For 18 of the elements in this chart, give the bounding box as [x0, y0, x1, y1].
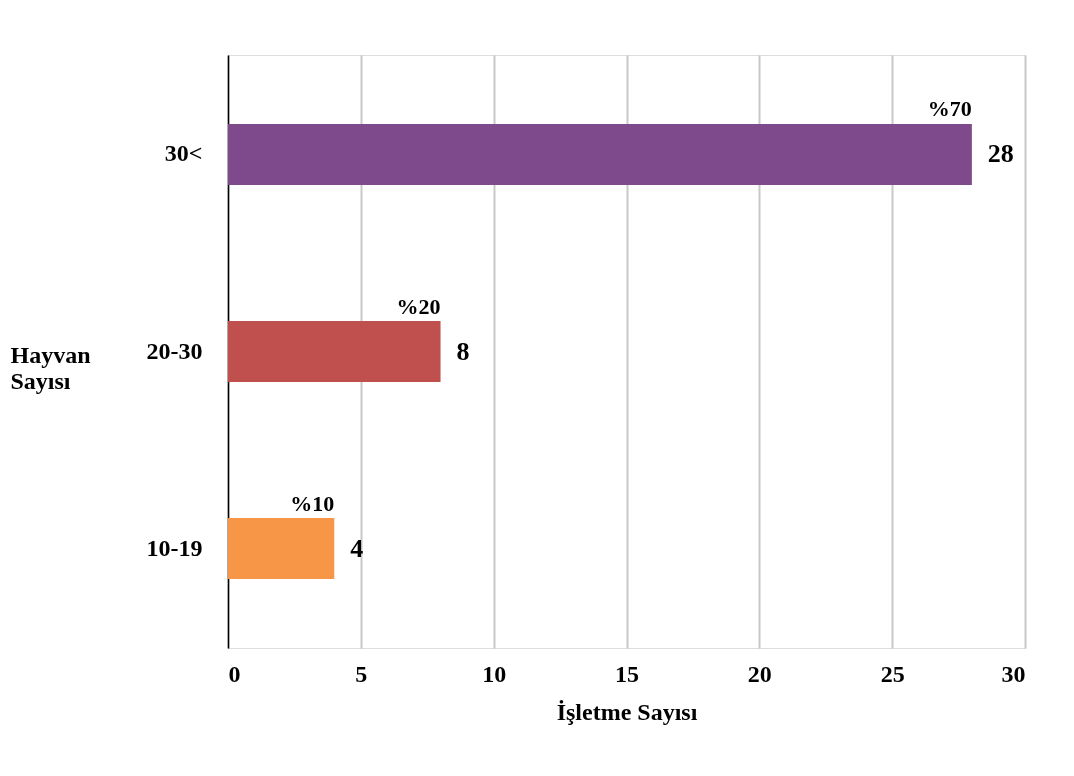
y-tick-label: 20-30 [146, 337, 203, 364]
y-axis-title: Hayvan Sayısı [10, 341, 91, 394]
x-tick-label: 10 [482, 660, 507, 687]
x-axis-title: İşletme Sayısı [556, 698, 698, 725]
data-label: 4 [350, 533, 364, 563]
y-tick-label: 10-19 [146, 534, 203, 561]
y-tick-label: 30< [164, 140, 203, 167]
data-label: 8 [456, 336, 470, 366]
x-tick-label: 20 [747, 660, 772, 687]
x-tick-label: 25 [880, 660, 905, 687]
data-label: 28 [987, 139, 1014, 169]
annotation: %20 [396, 293, 441, 319]
x-tick-label: 15 [615, 660, 639, 687]
x-tick-label: 0 [228, 660, 241, 687]
x-tick-label: 30 [1001, 660, 1026, 687]
annotation: %70 [927, 96, 972, 122]
x-tick-label: 5 [355, 660, 368, 687]
annotation: %10 [290, 490, 335, 516]
